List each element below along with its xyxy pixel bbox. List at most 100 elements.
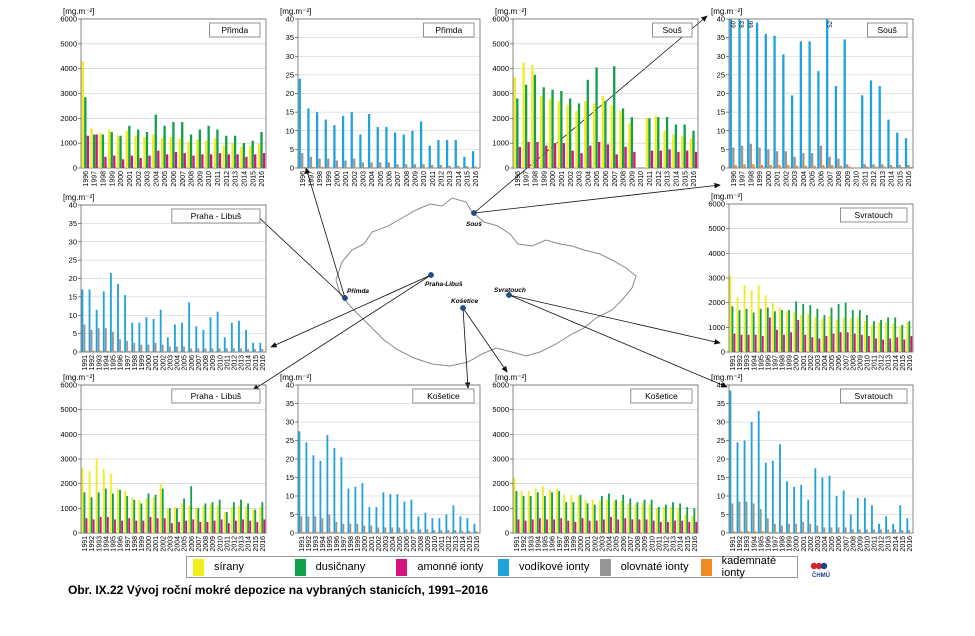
bar-amonne [106,516,109,533]
chart-x-tick-label: 2005 [614,536,621,552]
chart-y-tick-label: 15 [69,292,77,301]
chart-x-tick-label: 1999 [326,171,333,187]
bar-olovnate [457,165,460,168]
bar-sirany [610,104,613,168]
bar-olovnate [784,151,788,168]
chart-y-tick-label: 5 [290,145,294,154]
chart-x-tick-label: 2011 [215,171,222,186]
bar-kademnate [106,350,109,352]
bar-kademnate [156,351,159,352]
bar-olovnate [433,530,436,533]
bar-dusicnany [240,499,242,533]
bar-amonne [524,520,527,533]
chart-x-tick-label: 2003 [361,171,368,187]
chart-y-tick-label: 6000 [60,15,77,24]
bar-sirany [871,324,873,352]
chart-x-tick-label: 1991 [82,536,89,552]
bar-sirany [628,123,631,168]
chart-y-tick-label: 2000 [60,479,77,488]
bar-amonne [747,334,750,352]
bar-dusicnany [595,67,598,168]
bar-dusicnany [593,504,596,533]
chart-unit-label: [mg.m⁻²] [495,373,526,382]
bar-sirany [641,503,644,533]
chart-x-tick-label: 2015 [250,171,257,187]
bar-amonne [790,332,792,352]
bar-sirany [634,504,637,533]
chart-x-tick-label: 2013 [233,171,240,187]
bar-vodikove [361,483,364,533]
chart-x-tick-label: 1997 [309,171,316,187]
bar-olovnate [147,344,150,352]
chart-x-tick-label: 2004 [175,536,182,552]
bar-olovnate [318,158,321,168]
chmi-logo-icon: ČHMÚ [808,561,834,579]
chart-y-tick-label: 0 [73,529,77,538]
chart-y-tick-label: 30 [286,52,294,61]
bar-sirany [169,136,173,168]
chart-y-tick-label: 40 [717,15,725,24]
bar-amonne [768,317,771,352]
chart-x-tick-label: 2012 [231,536,238,552]
chart-x-tick-label: 2006 [189,536,196,552]
bar-olovnate [758,147,761,168]
bar-sirany [125,130,128,168]
bar-olovnate [384,527,387,533]
station-label: Přimda [347,288,369,295]
chart-x-tick-label: 1997 [125,536,132,552]
bar-vodikove [459,516,462,533]
bar-vodikove [117,284,119,352]
bar-amonne [135,520,138,533]
bar-kademnate [330,531,333,533]
bar-dusicnany [629,498,632,533]
chart-x-tick-label: 2013 [239,355,246,371]
chart-x-tick-label: 1996 [765,536,772,552]
bar-vodikove [438,518,441,533]
bar-amonne [206,521,209,533]
chart-x-tick-label: 2002 [783,171,790,187]
chart-x-tick-label: 2003 [577,171,584,187]
bar-dusicnany [788,310,790,352]
bar-amonne [95,134,98,168]
bar-olovnate [419,529,422,533]
bar-dusicnany [837,303,840,352]
bar-olovnate [154,342,157,352]
bar-vodikove [298,431,301,533]
chart-x-tick-label: 2002 [136,171,143,187]
bar-dusicnany [233,135,237,168]
bar-sirany [645,118,649,168]
bar-olovnate [211,348,214,352]
chart-x-tick-label: 2008 [189,171,196,187]
bar-vodikove [431,518,434,533]
bar-vodikove [786,481,788,533]
bar-dusicnany [543,496,546,533]
chart-x-tick-label: 2014 [893,355,900,371]
bar-olovnate [342,523,345,533]
bar-vodikove [102,291,105,352]
chart-x-tick-label: 1992 [89,536,96,552]
bar-sirany [159,483,162,533]
bar-amonne [220,519,223,533]
bar-kademnate [128,350,131,352]
bar-vodikove [817,71,820,168]
chart-x-tick-label: 2009 [629,171,636,187]
bar-olovnate [447,530,450,533]
chart-y-tick-label: 15 [717,108,725,117]
bar-sirany [800,315,803,352]
chart-x-tick-label: 2014 [889,171,896,187]
bar-olovnate [907,165,910,168]
chart-unit-label: [mg.m⁻²] [495,7,526,16]
bar-vodikove [861,95,864,168]
bar-amonne [545,145,548,168]
bar-amonne [889,338,892,352]
bar-amonne [633,151,636,168]
bar-olovnate [396,164,399,168]
bar-vodikove [445,140,449,168]
bar-vodikove [81,289,84,352]
bar-kademnate [797,532,800,533]
bar-dusicnany [572,502,575,533]
legend-swatch-olovnate [599,558,611,576]
bar-dusicnany [664,504,667,533]
bar-sirany [108,129,111,168]
bar-amonne [818,338,821,352]
